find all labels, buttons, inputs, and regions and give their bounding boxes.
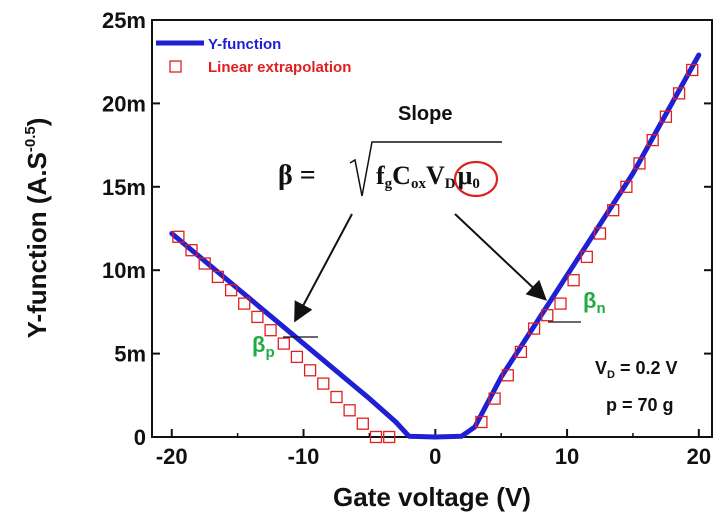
y-axis-title-sup: -0.5 [22,126,39,152]
x-tick-label-2: 0 [429,444,441,469]
linear-extrapolation-point [620,180,633,193]
linear-extrapolation-point [672,87,686,100]
y-axis-title-close: ) [22,118,52,127]
beta-p-label: βp [252,332,275,361]
linear-extrapolation-point [238,297,251,310]
linear-extrapolation-point [198,257,211,270]
y-tick-label-5: 25m [102,8,146,33]
x-tick-label-0: -20 [156,444,188,469]
linear-extrapolation-point [251,310,264,324]
linear-extrapolation-point [383,430,396,444]
linear-extrapolation-point [330,390,343,404]
arrow-to-beta-n [454,213,547,301]
arrow-to-beta-p [294,213,353,323]
legend-label-y-function: Y-function [208,36,281,53]
linear-extrapolation-point [185,244,198,257]
linear-extrapolation-point [211,270,225,284]
x-tick-label-1: -10 [288,444,320,469]
legend-label-linear-extrapolation: Linear extrapolation [208,59,351,76]
series-y-function-line [169,52,702,440]
y-tick-label-3: 15m [102,175,146,200]
radical-sign [349,141,502,197]
linear-extrapolation-point [527,322,541,335]
linear-extrapolation-point [607,204,620,217]
y-axis-title: Y-function (A.S-0.5) [22,118,52,339]
legend: Y-function Linear extrapolation [156,36,351,76]
linear-extrapolation-point [488,392,501,405]
y-tick-label-4: 20m [102,91,146,116]
linear-extrapolation-point [277,337,290,350]
x-tick-label-4: 20 [687,444,711,469]
linear-extrapolation-point [646,133,659,147]
x-axis-title: Gate voltage (V) [333,482,531,512]
linear-extrapolation-point [633,157,646,170]
linear-extrapolation-point [554,297,567,310]
linear-extrapolation-point [501,369,514,382]
formula: β = fgCoxVDμ0 [278,141,502,198]
y-axis-ticks: 0 5m 10m 15m 20m 25m [102,8,712,450]
y-tick-label-0: 0 [134,425,146,450]
linear-extrapolation-point [224,284,238,297]
linear-extrapolation-point [686,63,699,77]
vd-label: VD = 0.2 V [595,358,678,381]
linear-extrapolation-point [567,274,580,287]
linear-extrapolation-point [369,430,383,444]
linear-extrapolation-point [593,227,607,240]
svg-text:β =: β = [278,160,316,191]
linear-extrapolation-point [580,250,593,264]
linear-extrapolation-point [343,404,356,417]
y-tick-label-1: 5m [114,342,146,367]
p-label: p = 70 g [606,395,674,415]
linear-extrapolation-point [659,110,673,123]
y-axis-title-main: Y-function (A.S [22,152,52,338]
linear-extrapolation-point [514,345,528,359]
linear-extrapolation-point [172,230,185,243]
beta-n-label: βn [583,288,606,317]
linear-extrapolation-point [303,364,317,377]
legend-marker-swatch [169,60,182,73]
series-layer [169,52,702,444]
x-tick-label-3: 10 [555,444,579,469]
linear-extrapolation-point [290,350,304,364]
linear-extrapolation-point [264,324,277,337]
linear-extrapolation-point [356,417,369,430]
linear-extrapolation-point [317,377,330,390]
linear-extrapolation-point [541,309,554,322]
slope-label: Slope [398,103,452,125]
mu-highlight-circle [453,160,499,198]
linear-extrapolation-point [475,415,488,429]
x-axis-ticks: -20 -10 0 10 20 [156,429,711,469]
y-tick-label-2: 10m [102,258,146,283]
